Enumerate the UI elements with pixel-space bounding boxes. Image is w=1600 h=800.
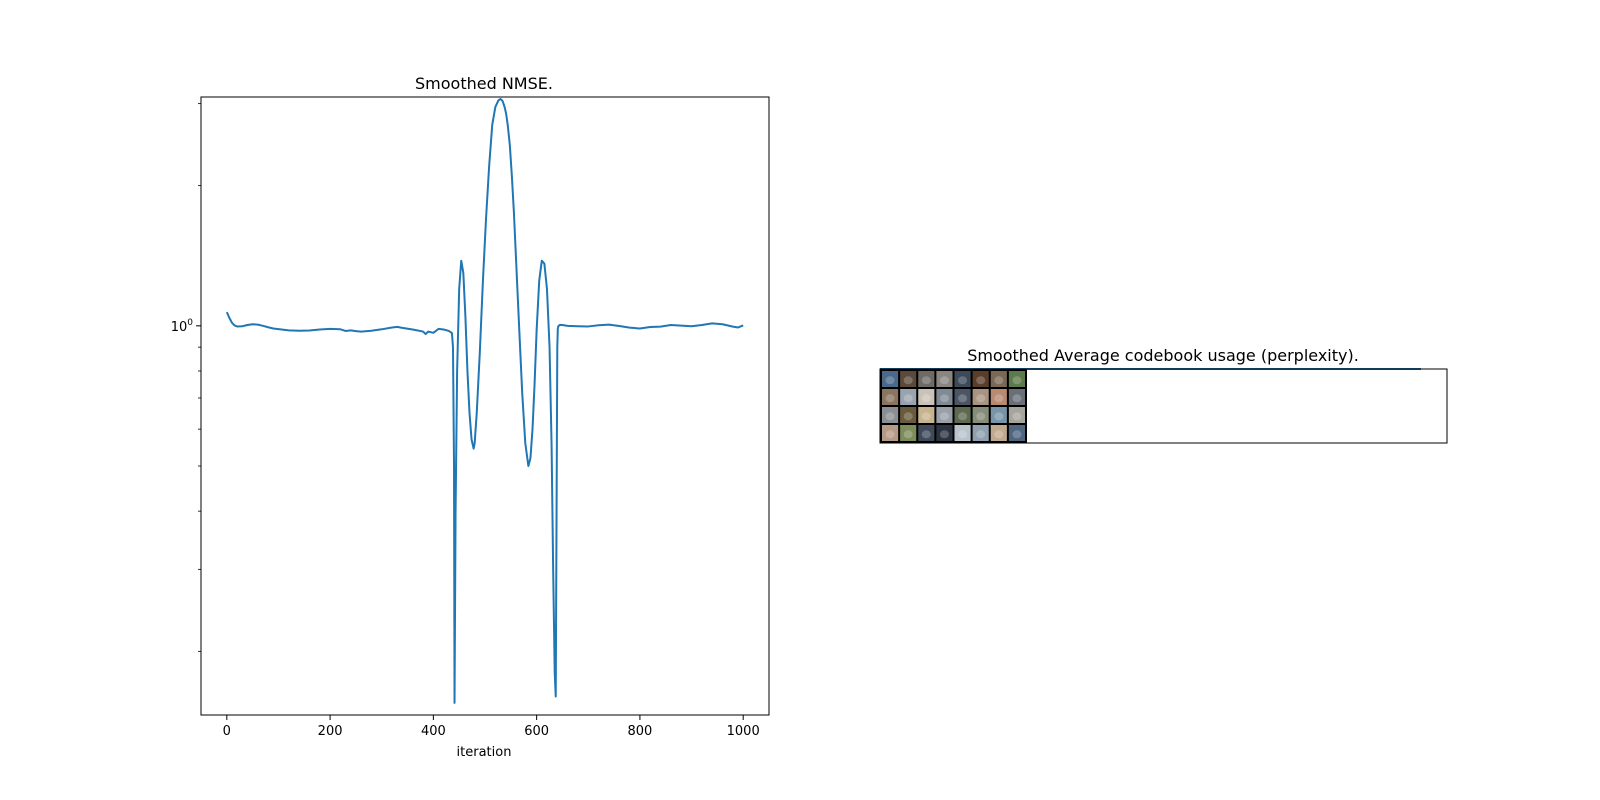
sample-image-tile-content (976, 430, 986, 439)
sample-image-tile (882, 371, 899, 387)
sample-image-tile-content (994, 430, 1004, 439)
sample-image-tile-content (976, 394, 986, 403)
perplexity-axes-frame (879, 368, 1448, 444)
nmse-chart: Smoothed NMSE. 0 200 400 600 800 1000 100 ite… (171, 74, 770, 760)
sample-image-tile (882, 407, 899, 423)
sample-image-tile-content (1012, 376, 1022, 385)
nmse-y-tick-label: 100 (171, 318, 194, 335)
nmse-x-tick-label: 0 (223, 724, 231, 739)
nmse-plot-area (225, 97, 744, 704)
sample-image-tile (918, 371, 935, 387)
sample-image-tile (1008, 371, 1025, 387)
sample-image-tile (954, 371, 971, 387)
sample-image-tile-content (958, 430, 968, 439)
sample-image-tile (900, 407, 917, 423)
sample-image-tile (936, 407, 953, 423)
sample-image-tile-content (921, 412, 931, 421)
sample-image-tile (900, 389, 917, 405)
sample-image-tile (882, 425, 899, 441)
sample-image-tile (990, 371, 1007, 387)
sample-image-tile (1008, 425, 1025, 441)
sample-image-tile-content (1012, 394, 1022, 403)
sample-image-tile-content (994, 412, 1004, 421)
nmse-x-tick-label: 400 (421, 724, 446, 739)
sample-image-tile-content (958, 412, 968, 421)
nmse-series-line (225, 97, 744, 704)
perplexity-chart-title: Smoothed Average codebook usage (perplex… (967, 346, 1359, 365)
sample-image-tile-content (903, 430, 913, 439)
perplexity-chart: Smoothed Average codebook usage (perplex… (879, 346, 1448, 444)
sample-image-tile (990, 407, 1007, 423)
sample-image-tile-content (921, 376, 931, 385)
sample-image-tile (882, 389, 899, 405)
nmse-y-axis: 100 (171, 103, 201, 652)
sample-image-tile-content (921, 394, 931, 403)
sample-image-tile-content (885, 412, 895, 421)
sample-image-tile-content (976, 376, 986, 385)
sample-image-tile-content (976, 412, 986, 421)
sample-image-tile (972, 389, 989, 405)
sample-image-tile-content (903, 412, 913, 421)
nmse-x-axis: 0 200 400 600 800 1000 (223, 715, 760, 739)
nmse-axes-frame (200, 96, 770, 716)
sample-image-tile-content (885, 376, 895, 385)
sample-image-tile-content (958, 394, 968, 403)
sample-image-tile (954, 407, 971, 423)
sample-image-tile (936, 425, 953, 441)
nmse-x-tick-label: 1000 (727, 724, 760, 739)
sample-image-tile (954, 425, 971, 441)
sample-image-tile (936, 389, 953, 405)
sample-image-tile (918, 389, 935, 405)
nmse-x-tick-label: 200 (318, 724, 343, 739)
sample-image-tile (918, 407, 935, 423)
sample-image-tile-content (1012, 430, 1022, 439)
sample-image-tile-content (994, 394, 1004, 403)
sample-image-tile (1008, 389, 1025, 405)
sample-image-tile-content (1012, 412, 1022, 421)
sample-image-tile-content (939, 376, 949, 385)
sample-image-tile-content (921, 430, 931, 439)
sample-image-tile-content (939, 430, 949, 439)
sample-image-tile-content (939, 412, 949, 421)
sample-image-tile (972, 425, 989, 441)
sample-image-tile-content (885, 394, 895, 403)
sample-image-tile (972, 407, 989, 423)
sample-image-tile (1008, 407, 1025, 423)
sample-image-tile-content (903, 394, 913, 403)
nmse-x-axis-label: iteration (457, 745, 512, 760)
sample-image-tile-content (885, 430, 895, 439)
sample-image-tile (918, 425, 935, 441)
nmse-x-tick-label: 800 (627, 724, 652, 739)
sample-image-tile (954, 389, 971, 405)
sample-image-tile-content (958, 376, 968, 385)
sample-image-grid (880, 369, 1027, 443)
sample-image-tile-content (903, 376, 913, 385)
nmse-x-tick-label: 600 (524, 724, 549, 739)
sample-image-tile-content (939, 394, 949, 403)
sample-image-tile (990, 425, 1007, 441)
sample-image-tile (972, 371, 989, 387)
sample-image-tile-content (994, 376, 1004, 385)
nmse-chart-title: Smoothed NMSE. (415, 74, 553, 93)
sample-image-tile (990, 389, 1007, 405)
sample-image-tile (900, 371, 917, 387)
sample-image-tile (936, 371, 953, 387)
sample-image-tile (900, 425, 917, 441)
